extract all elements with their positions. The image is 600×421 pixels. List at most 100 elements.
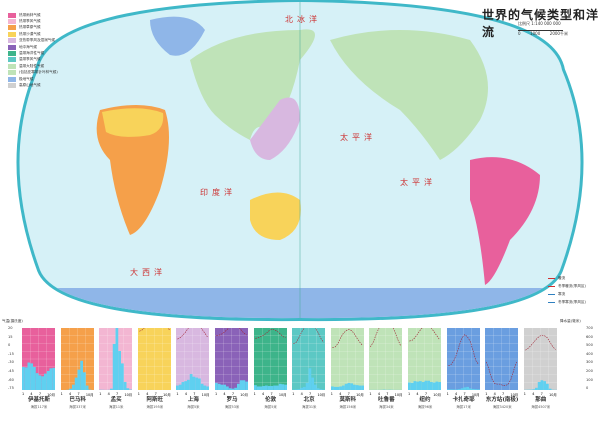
current-legend-label: 冬季暖流(季风区) (558, 283, 586, 288)
precip-bar (275, 385, 279, 390)
temp-tick: -15 (8, 351, 14, 356)
temp-line (486, 361, 518, 386)
city-name: 莫斯科 (339, 397, 357, 403)
legend-swatch (8, 63, 16, 69)
precip-bar (33, 366, 36, 390)
legend-item: 温带季风气候 (8, 57, 58, 63)
climate-chart: 1 4 7 10月 伦敦 海拔5米 (253, 328, 287, 409)
precip-bar (245, 381, 248, 390)
precip-bar (463, 387, 466, 390)
city-name: 伦敦 (265, 397, 277, 403)
legend-item: 地中海气候 (8, 44, 58, 50)
city-elevation: 海拔31米 (301, 405, 317, 409)
precip-bar (297, 389, 301, 390)
precip-bar (303, 386, 306, 390)
precip-bar (416, 381, 419, 390)
month-ticks: 1 4 7 10月 (22, 392, 55, 397)
climate-legend: 热带雨林气候 热带季风气候 热带草原气候 热带沙漠气候 亚热带季风及湿润气候 地中海气候温… (8, 12, 58, 89)
city-elevation: 海拔11米 (108, 405, 124, 409)
city-name: 纽约 (419, 397, 431, 403)
current-legend-item: 暖流 (548, 274, 586, 282)
arrow-icon (548, 301, 555, 303)
precip-bar (438, 382, 441, 390)
precip-bar (537, 382, 541, 390)
month-ticks: 1 4 7 10月 (292, 392, 326, 397)
legend-label: 地中海气候 (19, 44, 37, 49)
climate-chart: 1 4 7 10月 上海 海拔5米 (176, 328, 210, 409)
precip-bar (446, 389, 450, 390)
precip-bar (71, 384, 75, 390)
climate-chart: 1 4 7 10月 孟买 海拔11米 (99, 328, 133, 409)
city-elevation: 海拔17米 (456, 405, 471, 409)
precip-bar (187, 379, 191, 390)
chart-bg (330, 328, 364, 390)
precip-bar (264, 385, 268, 390)
precip-bar (223, 384, 226, 390)
precip-bar (52, 367, 55, 390)
precip-bar (85, 385, 89, 390)
climate-chart: 1 4 7 10月 卡扎奇耶 海拔17米 (446, 328, 480, 409)
city-name: 上海 (187, 397, 199, 403)
month-ticks: 1 4 7 10月 (330, 392, 364, 397)
legend-label: 热带季风气候 (19, 19, 41, 24)
current-legend-label: 寒流 (558, 291, 566, 296)
city-elevation: 海拔156米 (339, 405, 357, 409)
precip-bar (123, 382, 127, 390)
month-ticks: 1 4 7 10月 (60, 392, 94, 397)
precip-bar (424, 380, 428, 390)
city-elevation: 海拔5米 (187, 405, 200, 409)
precip-bar (421, 382, 425, 390)
precip-bar (352, 384, 356, 390)
city-name: 卡扎奇耶 (452, 397, 475, 403)
precip-bar (532, 389, 535, 390)
map-title: 世界的气候类型和洋流 (482, 8, 600, 39)
chart-bg (408, 328, 441, 390)
precip-bar (540, 380, 544, 390)
precip-bar (465, 386, 469, 390)
precip-bar (115, 328, 119, 390)
city-elevation: 海拔5米 (264, 405, 277, 409)
east-asia (250, 97, 300, 160)
month-ticks: 1 4 7 10月 (408, 392, 441, 397)
precip-bar (419, 381, 422, 390)
africa (96, 105, 169, 235)
city-elevation: 海拔3420米 (492, 405, 512, 409)
precip-bar (220, 384, 224, 390)
precip-bar (305, 382, 309, 390)
legend-item: 热带草原气候 (8, 25, 58, 31)
ocean-label-arctic: 北冰洋 (285, 14, 321, 24)
city-name: 阿斯旺 (146, 397, 164, 403)
precip-tick: 100 (586, 377, 593, 382)
precip-bar (242, 380, 246, 390)
precip-bar (270, 386, 273, 390)
chart-bg (369, 328, 403, 390)
precip-bar (347, 382, 351, 390)
precip-bar (460, 388, 464, 390)
chart-bg (523, 328, 557, 390)
precip-bar (319, 389, 323, 390)
temp-line (409, 328, 440, 342)
precip-bar (358, 385, 362, 390)
precip-bar (49, 368, 53, 390)
precip-bar (314, 384, 317, 390)
precip-bar (432, 382, 436, 390)
scale-tick: 1000 (530, 31, 541, 36)
legend-swatch (8, 31, 16, 37)
precip-bar (476, 389, 480, 390)
legend-item: 热带沙漠气候 (8, 31, 58, 37)
precip-bar (344, 383, 348, 390)
precip-bar (179, 384, 182, 390)
north-america (330, 30, 488, 160)
scale-tick: 0 (518, 31, 521, 36)
precip-bar (237, 383, 240, 390)
precip-bar (545, 383, 549, 390)
precip-tick: 300 (586, 360, 593, 365)
precip-bar (203, 385, 207, 390)
legend-swatch (8, 82, 16, 88)
month-ticks: 1 4 7 10月 (446, 392, 480, 397)
city-elevation: 海拔4507米 (531, 405, 551, 409)
chart-bg (485, 328, 519, 390)
current-legend-label: 暖流 (558, 275, 566, 280)
climate-chart: 1 4 7 10月 伊基托斯 海拔117米 (22, 328, 55, 409)
precip-bar (281, 384, 284, 390)
